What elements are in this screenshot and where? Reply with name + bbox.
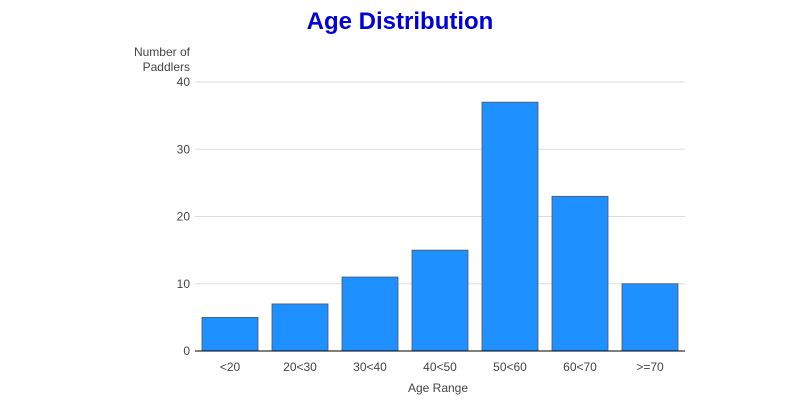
x-tick-label: <20 [220,360,241,374]
y-axis-label-line2: Paddlers [143,60,190,74]
bars [201,101,679,352]
y-axis-label-line1: Number of [134,45,191,59]
y-tick-labels: 0 10 20 30 40 [177,75,191,358]
y-tick-label: 0 [183,344,190,358]
y-tick-label: 10 [177,277,191,291]
bar-2[interactable] [341,276,399,352]
bar-6[interactable] [621,283,679,352]
x-tick-labels: <20 20<30 30<40 40<50 50<60 60<70 >=70 [220,360,664,374]
bar-0[interactable] [201,316,259,352]
chart-title: Age Distribution [307,8,494,35]
bar-5[interactable] [551,195,609,352]
bar-3[interactable] [411,249,469,352]
x-tick-label: >=70 [636,360,664,374]
x-tick-label: 40<50 [423,360,457,374]
bar-4[interactable] [481,101,539,352]
y-tick-label: 30 [177,142,191,156]
y-tick-label: 20 [177,210,191,224]
x-axis-label: Age Range [408,381,468,395]
x-tick-label: 30<40 [353,360,387,374]
x-tick-label: 60<70 [563,360,597,374]
x-tick-label: 20<30 [283,360,317,374]
bar-1[interactable] [271,303,329,352]
y-tick-label: 40 [177,75,191,89]
x-tick-label: 50<60 [493,360,527,374]
